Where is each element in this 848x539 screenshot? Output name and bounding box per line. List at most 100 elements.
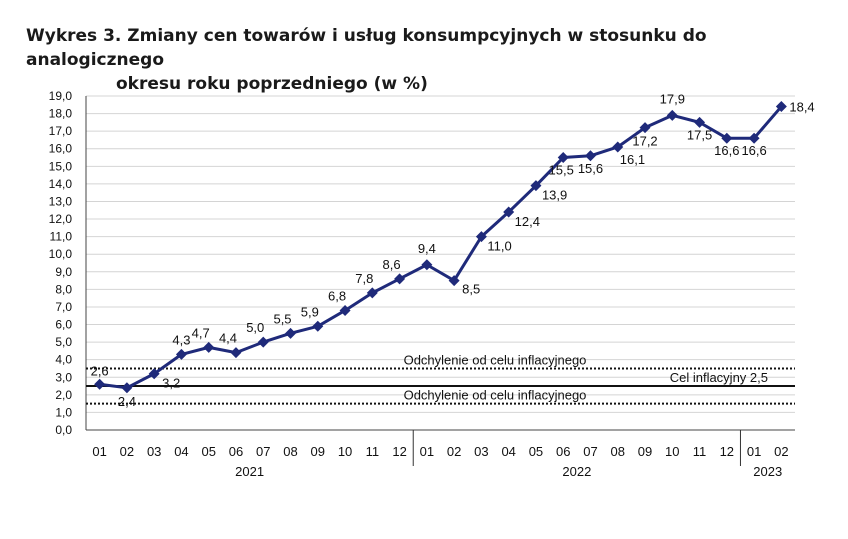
data-point-marker bbox=[448, 275, 460, 287]
data-point-marker bbox=[612, 141, 624, 153]
data-label: 5,9 bbox=[301, 304, 319, 319]
y-tick-label: 19,0 bbox=[49, 89, 73, 103]
x-tick-label: 08 bbox=[611, 444, 625, 459]
x-tick-label: 10 bbox=[665, 444, 679, 459]
data-label: 17,5 bbox=[687, 127, 712, 142]
y-tick-label: 18,0 bbox=[49, 107, 73, 121]
x-tick-label: 07 bbox=[256, 444, 270, 459]
deviation-line-label: Odchylenie od celu inflacyjnego bbox=[404, 352, 587, 367]
data-point-marker bbox=[175, 348, 187, 360]
data-point-marker bbox=[530, 180, 542, 192]
data-point-marker bbox=[203, 341, 215, 353]
data-point-marker bbox=[148, 368, 160, 380]
data-label: 18,4 bbox=[789, 100, 814, 115]
data-label: 12,4 bbox=[515, 214, 540, 229]
x-tick-label: 08 bbox=[283, 444, 297, 459]
data-label: 2,4 bbox=[118, 394, 136, 409]
data-label: 17,2 bbox=[632, 134, 657, 149]
data-point-marker bbox=[666, 109, 678, 121]
y-tick-label: 5,0 bbox=[55, 335, 72, 349]
year-label: 2023 bbox=[753, 464, 782, 479]
x-tick-label: 10 bbox=[338, 444, 352, 459]
y-tick-label: 6,0 bbox=[55, 318, 72, 332]
x-tick-label: 03 bbox=[147, 444, 161, 459]
x-tick-label: 06 bbox=[229, 444, 243, 459]
data-label: 11,0 bbox=[487, 239, 511, 254]
x-tick-label: 12 bbox=[720, 444, 734, 459]
data-point-marker bbox=[94, 378, 106, 390]
data-point-marker bbox=[721, 132, 733, 144]
y-tick-label: 17,0 bbox=[49, 124, 73, 138]
data-label: 4,7 bbox=[192, 325, 210, 340]
data-point-marker bbox=[366, 287, 378, 299]
chart-title: Wykres 3. Zmiany cen towarów i usług kon… bbox=[26, 24, 826, 96]
x-tick-label: 01 bbox=[747, 444, 761, 459]
data-label: 5,0 bbox=[246, 320, 264, 335]
data-label: 4,4 bbox=[219, 331, 237, 346]
data-point-marker bbox=[584, 150, 596, 162]
x-tick-label: 01 bbox=[92, 444, 106, 459]
x-tick-label: 04 bbox=[174, 444, 188, 459]
inflation-target-label: Cel inflacyjny 2,5 bbox=[670, 370, 768, 385]
data-label: 4,3 bbox=[172, 332, 190, 347]
data-label: 15,6 bbox=[578, 161, 603, 176]
data-label: 5,5 bbox=[273, 311, 291, 326]
data-point-marker bbox=[312, 320, 324, 332]
data-point-marker bbox=[285, 327, 297, 339]
y-tick-label: 2,0 bbox=[55, 388, 72, 402]
chart-title-line2: okresu roku poprzedniego (w %) bbox=[116, 74, 428, 94]
data-point-marker bbox=[257, 336, 269, 348]
y-tick-label: 1,0 bbox=[55, 405, 72, 419]
data-label: 17,9 bbox=[660, 91, 685, 106]
y-tick-label: 4,0 bbox=[55, 353, 72, 367]
data-label: 15,5 bbox=[549, 163, 574, 178]
x-tick-label: 07 bbox=[583, 444, 597, 459]
y-tick-label: 14,0 bbox=[49, 177, 73, 191]
x-tick-label: 04 bbox=[501, 444, 515, 459]
y-tick-label: 10,0 bbox=[49, 247, 73, 261]
data-point-marker bbox=[503, 206, 515, 218]
data-label: 16,6 bbox=[714, 143, 739, 158]
data-point-marker bbox=[694, 116, 706, 128]
x-tick-label: 09 bbox=[311, 444, 325, 459]
data-label: 8,5 bbox=[462, 282, 480, 297]
data-label: 8,6 bbox=[383, 257, 401, 272]
data-point-marker bbox=[557, 152, 569, 164]
x-tick-label: 05 bbox=[529, 444, 543, 459]
data-label: 16,1 bbox=[620, 152, 645, 167]
y-tick-label: 12,0 bbox=[49, 212, 73, 226]
year-label: 2022 bbox=[562, 464, 591, 479]
x-tick-label: 03 bbox=[474, 444, 488, 459]
x-tick-label: 05 bbox=[201, 444, 215, 459]
data-label: 7,8 bbox=[355, 271, 373, 286]
y-tick-label: 9,0 bbox=[55, 265, 72, 279]
data-point-marker bbox=[230, 347, 242, 359]
y-tick-label: 16,0 bbox=[49, 142, 73, 156]
y-tick-label: 13,0 bbox=[49, 194, 73, 208]
y-tick-label: 11,0 bbox=[50, 230, 73, 244]
data-point-marker bbox=[121, 382, 133, 394]
year-label: 2021 bbox=[235, 464, 264, 479]
deviation-line-label: Odchylenie od celu inflacyjnego bbox=[404, 388, 587, 403]
data-label: 16,6 bbox=[741, 143, 766, 158]
x-tick-label: 09 bbox=[638, 444, 652, 459]
data-label: 6,8 bbox=[328, 288, 346, 303]
x-tick-label: 11 bbox=[693, 444, 707, 459]
data-label: 3,2 bbox=[162, 376, 180, 391]
x-tick-label: 11 bbox=[366, 444, 380, 459]
data-point-marker bbox=[339, 304, 351, 316]
y-tick-label: 8,0 bbox=[55, 282, 72, 296]
data-point-marker bbox=[475, 231, 487, 243]
x-tick-label: 12 bbox=[392, 444, 406, 459]
x-tick-label: 01 bbox=[420, 444, 434, 459]
x-tick-label: 02 bbox=[120, 444, 134, 459]
chart-title-line1: Wykres 3. Zmiany cen towarów i usług kon… bbox=[26, 26, 707, 70]
data-point-marker bbox=[775, 101, 787, 113]
data-label: 9,4 bbox=[418, 241, 436, 256]
data-point-marker bbox=[639, 122, 651, 134]
data-label: 13,9 bbox=[542, 188, 567, 203]
x-tick-label: 02 bbox=[774, 444, 788, 459]
data-point-marker bbox=[748, 132, 760, 144]
y-tick-label: 0,0 bbox=[55, 423, 72, 437]
